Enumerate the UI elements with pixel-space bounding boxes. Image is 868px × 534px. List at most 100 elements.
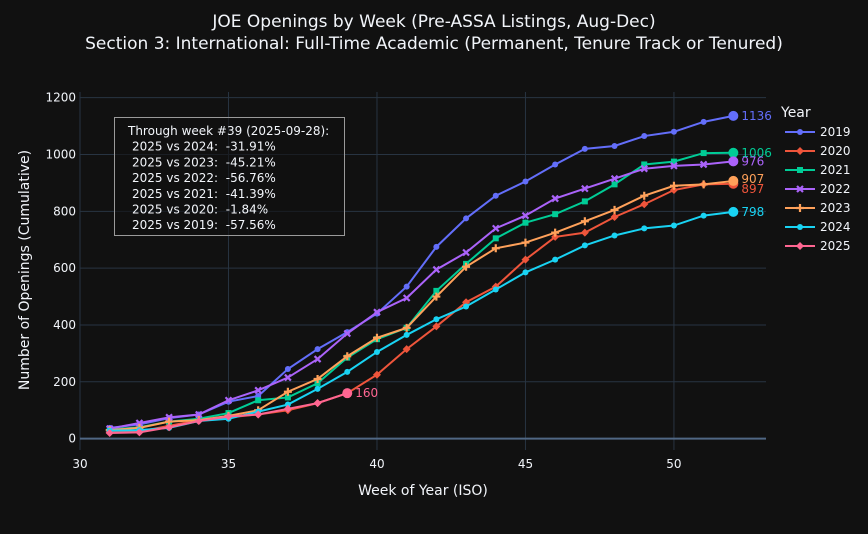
chart-subtitle: Section 3: International: Full-Time Acad… (85, 34, 783, 54)
data-point-2022 (462, 248, 470, 257)
data-point-2024 (463, 303, 470, 310)
end-point-2021 (728, 147, 739, 158)
legend-item-2020[interactable]: 2020 (785, 144, 851, 158)
data-point-2019 (700, 118, 707, 125)
data-point-2022 (699, 160, 708, 169)
data-point-2024 (433, 316, 440, 323)
end-label-2024: 798 (741, 205, 764, 219)
data-point-2025 (283, 404, 292, 413)
data-point-2025 (313, 399, 322, 408)
data-point-2022 (640, 164, 649, 173)
data-point-2024 (700, 212, 707, 219)
legend-item-2019[interactable]: 2019 (785, 125, 851, 139)
data-point-2024 (284, 401, 291, 408)
end-point-2024 (728, 206, 739, 217)
legend-swatch-marker (796, 147, 804, 155)
series-2025: 160 (105, 386, 378, 437)
data-point-2024 (373, 348, 380, 355)
data-point-2021 (611, 181, 618, 188)
grid (79, 92, 766, 450)
data-point-2025 (105, 428, 114, 437)
data-point-2022 (284, 373, 292, 382)
legend-item-2025[interactable]: 2025 (785, 239, 851, 253)
end-label-2025: 160 (355, 386, 378, 400)
y-tick-label: 800 (53, 204, 76, 218)
legend-label: 2021 (820, 163, 851, 177)
legend-swatch-marker (796, 242, 804, 250)
legend-item-2021[interactable]: 2021 (785, 163, 851, 177)
data-point-2019 (611, 142, 618, 149)
data-point-2020 (551, 232, 560, 241)
series-line-2024 (109, 210, 734, 432)
legend-label: 2025 (820, 239, 851, 253)
data-point-2023 (372, 333, 381, 342)
data-point-2024 (314, 385, 321, 392)
data-point-2024 (581, 242, 588, 249)
data-point-2025 (194, 417, 203, 426)
data-point-2021 (284, 394, 291, 401)
data-point-2025 (224, 412, 233, 421)
data-point-2021 (641, 161, 648, 168)
data-point-2024 (492, 286, 499, 293)
data-point-2021 (552, 211, 559, 218)
legend-swatch-marker (797, 129, 803, 135)
axes: 30 35 40 45 50 0 200 400 600 800 1000 1200 (45, 91, 681, 471)
y-tick-label: 0 (68, 432, 76, 446)
y-tick-label: 400 (53, 318, 76, 332)
y-tick-label: 600 (53, 261, 76, 275)
legend-item-2022[interactable]: 2022 (785, 182, 851, 196)
x-tick-label: 35 (221, 457, 236, 471)
data-point-2020 (372, 370, 381, 379)
y-tick-label: 1000 (45, 148, 76, 162)
annotation-line: 2025 vs 2024: -31.91% (132, 140, 276, 154)
data-point-2021 (522, 219, 529, 226)
data-point-2024 (344, 368, 351, 375)
series-line-2022 (109, 160, 734, 430)
data-point-2023 (640, 191, 649, 200)
legend-swatch-marker (796, 185, 804, 193)
annotation-line: 2025 vs 2021: -41.39% (132, 187, 276, 201)
annotation-line: 2025 vs 2020: -1.84% (132, 203, 268, 217)
data-point-2022 (195, 410, 203, 419)
data-point-2024 (670, 222, 677, 229)
end-point-2023 (728, 175, 739, 186)
legend-item-2024[interactable]: 2024 (785, 220, 851, 234)
end-label-2019: 1136 (741, 109, 772, 123)
data-point-2019 (552, 161, 559, 168)
data-point-2023 (669, 181, 678, 190)
data-point-2019 (641, 133, 648, 140)
data-point-2022 (521, 211, 530, 220)
data-point-2022 (432, 265, 441, 274)
annotation-box (114, 117, 345, 236)
data-point-2020 (669, 186, 678, 195)
data-point-2022 (373, 308, 381, 316)
x-tick-label: 40 (369, 457, 384, 471)
data-point-2024 (641, 225, 648, 232)
data-point-2022 (491, 224, 500, 233)
data-point-2019 (284, 366, 291, 373)
data-point-2022 (313, 355, 322, 363)
y-tick-label: 200 (53, 375, 76, 389)
data-point-2022 (224, 396, 233, 405)
data-point-2019 (670, 128, 677, 135)
legend-item-2023[interactable]: 2023 (785, 201, 851, 215)
chart-title: JOE Openings by Week (Pre-ASSA Listings,… (211, 12, 655, 32)
data-point-2020 (610, 213, 619, 222)
end-label-2020: 897 (741, 182, 764, 196)
legend-label: 2020 (820, 144, 851, 158)
data-point-2022 (135, 419, 144, 427)
data-point-2019 (403, 283, 410, 290)
data-point-2019 (522, 178, 529, 185)
data-point-2025 (165, 423, 174, 432)
series-2022: 976 (105, 154, 764, 433)
data-point-2021 (700, 150, 707, 157)
end-label-2022: 976 (741, 154, 764, 168)
data-point-2022 (343, 329, 352, 338)
x-tick-label: 30 (72, 457, 87, 471)
data-point-2019 (492, 192, 499, 199)
legend[interactable]: Year 2019 2020 2021 2022 2023 2024 2025 (780, 105, 851, 253)
data-point-2021 (492, 235, 499, 242)
legend-swatch-marker (796, 204, 804, 212)
data-point-2025 (254, 410, 263, 419)
data-point-2023 (402, 323, 411, 332)
